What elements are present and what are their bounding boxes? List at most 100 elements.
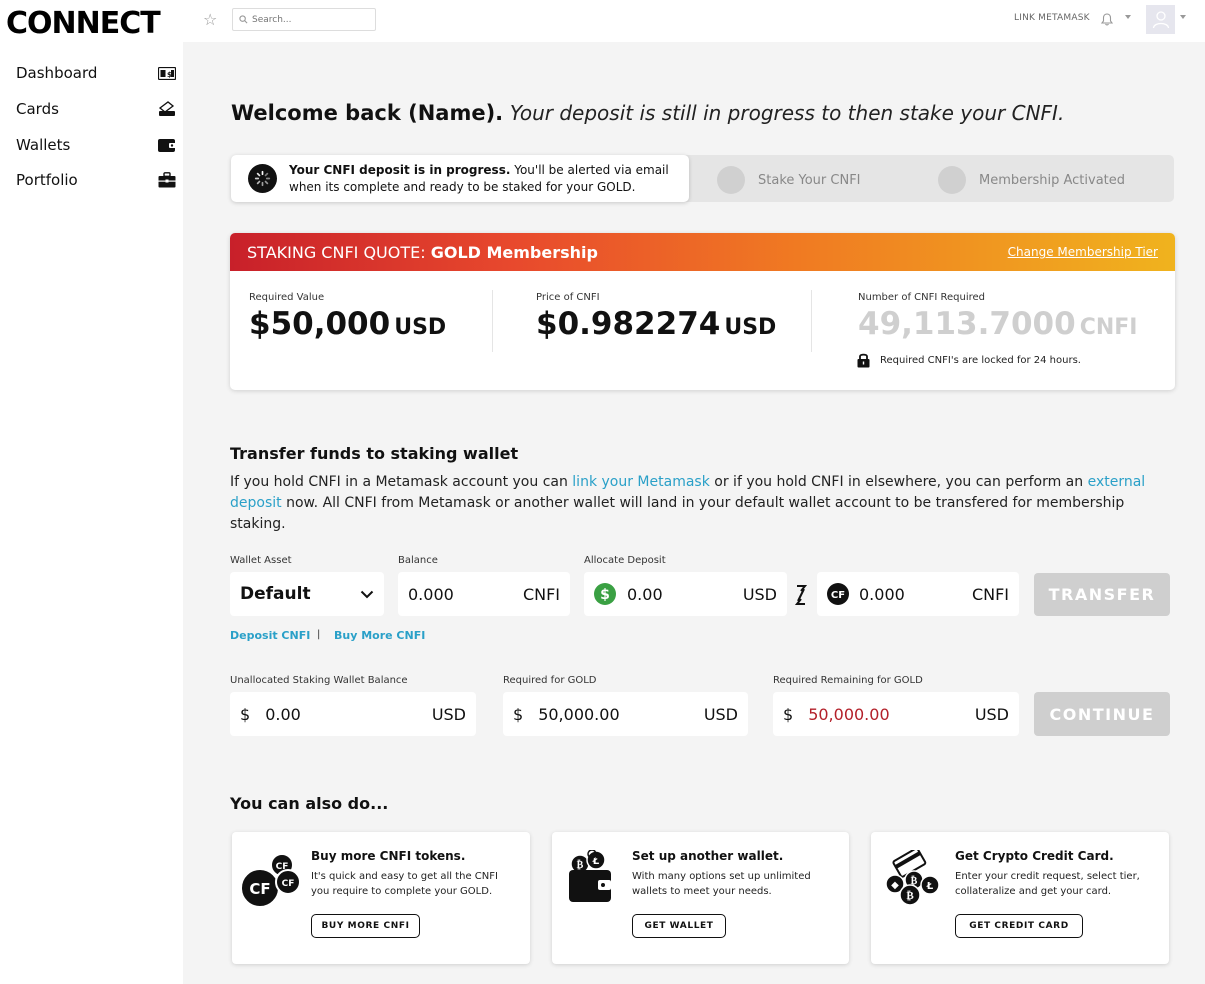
sidebar-item-label: Cards [16, 100, 59, 118]
welcome-subtitle: Your deposit is still in progress to the… [509, 101, 1065, 125]
portfolio-icon [158, 172, 176, 188]
svg-text:CF: CF [282, 879, 295, 889]
deposit-cnfi-link[interactable]: Deposit CNFI [230, 629, 311, 642]
divider [492, 290, 493, 352]
svg-text:CF: CF [249, 880, 270, 898]
transfer-description: If you hold CNFI in a Metamask account y… [230, 474, 1146, 532]
price-block: Price of CNFI $0.982274 USD [536, 292, 776, 342]
lock-icon [857, 353, 870, 368]
get-credit-card-button[interactable]: GET CREDIT CARD [955, 914, 1083, 938]
card-title: Get Crypto Credit Card. [955, 849, 1114, 863]
svg-text:Ł: Ł [592, 856, 600, 867]
cnfi-coin-icon: CF [827, 583, 849, 605]
wallet-card: ₿ Ł Set up another wallet. With many opti… [552, 832, 849, 964]
card-description: It's quick and easy to get all the CNFI … [311, 871, 498, 897]
search-input[interactable] [252, 14, 362, 25]
chevron-down-icon[interactable] [1180, 15, 1186, 19]
external-deposit-link[interactable]: external deposit [230, 474, 1146, 511]
chevron-down-icon[interactable] [1125, 15, 1131, 19]
sidebar: CONNECT Dashboard $ Cards Wallets Portfo… [0, 0, 183, 984]
required-value-block: Required Value $50,000 USD [249, 292, 446, 342]
unallocated-balance-label: Unallocated Staking Wallet Balance [230, 675, 408, 686]
svg-text:CF: CF [831, 590, 845, 601]
cards-icon [158, 101, 176, 117]
wallet-asset-label: Wallet Asset [230, 555, 292, 566]
progress-step-stake: Stake Your CNFI [717, 166, 861, 194]
step-indicator [717, 166, 745, 194]
swap-icon[interactable] [794, 584, 808, 610]
remaining-gold-label: Required Remaining for GOLD [773, 675, 923, 686]
sidebar-item-label: Portfolio [16, 171, 78, 189]
brand-logo[interactable]: CONNECT [6, 6, 161, 41]
price-value: $0.982274 USD [536, 306, 777, 342]
credit-card-card: ◆ ₿ Ł ₿ Get Crypto Credit Card. Enter your … [871, 832, 1169, 964]
divider [811, 290, 812, 352]
progress-step-deposit: Your CNFI deposit is in progress. You'll… [231, 155, 689, 202]
staking-quote-card: STAKING CNFI QUOTE: GOLD Membership Chan… [230, 233, 1175, 390]
chevron-down-icon [360, 590, 374, 598]
crypto-card-icon: ◆ ₿ Ł ₿ [884, 847, 940, 910]
bell-icon[interactable] [1100, 11, 1114, 30]
progress-step-membership: Membership Activated [938, 166, 1125, 194]
dashboard-icon: $ [158, 65, 176, 81]
allocate-deposit-label: Allocate Deposit [584, 555, 666, 566]
allocate-cnfi-input[interactable]: CF 0.000 CNFI [817, 572, 1019, 616]
link-metamask-button[interactable]: LINK METAMASK [1014, 13, 1090, 23]
page-title: Welcome back (Name). Your deposit is sti… [231, 101, 1064, 125]
balance-label: Balance [398, 555, 438, 566]
buy-more-cnfi-button[interactable]: BUY MORE CNFI [311, 914, 420, 938]
card-title: Set up another wallet. [632, 849, 784, 863]
card-description: With many options set up unlimited walle… [632, 871, 811, 897]
step-label: Stake Your CNFI [758, 172, 861, 188]
svg-text:₿: ₿ [577, 859, 584, 871]
unallocated-balance-field: $ 0.00 USD [230, 692, 476, 736]
dollar-coin-icon: $ [594, 583, 616, 605]
svg-text:₿: ₿ [911, 875, 918, 887]
cnfi-required-block: Number of CNFI Required 49,113.7000 CNFI [858, 292, 1137, 342]
cnfi-required-value: 49,113.7000 CNFI [858, 306, 1138, 342]
get-wallet-button[interactable]: GET WALLET [632, 914, 726, 938]
change-membership-tier-link[interactable]: Change Membership Tier [1007, 245, 1158, 259]
wallet-asset-select[interactable]: Default [230, 572, 384, 616]
star-icon[interactable]: ☆ [203, 10, 218, 29]
search-box[interactable] [232, 8, 376, 31]
price-label: Price of CNFI [536, 292, 600, 303]
sidebar-item-label: Wallets [16, 136, 71, 154]
step-label: Membership Activated [979, 172, 1126, 188]
welcome-bold: Welcome back (Name). [231, 101, 504, 125]
transfer-section-title: Transfer funds to staking wallet [230, 444, 519, 463]
also-section-title: You can also do... [230, 794, 389, 813]
required-gold-label: Required for GOLD [503, 675, 597, 686]
svg-text:$: $ [600, 587, 610, 603]
sidebar-item-portfolio[interactable]: Portfolio [16, 168, 176, 192]
lock-note: Required CNFI's are locked for 24 hours. [857, 352, 1081, 368]
allocate-usd-input[interactable]: $ 0.00 USD [584, 572, 787, 616]
svg-text:Ł: Ł [926, 881, 934, 892]
link-metamask-link[interactable]: link your Metamask [572, 474, 710, 490]
svg-text:◆: ◆ [891, 880, 899, 891]
progress-message: Your CNFI deposit is in progress. You'll… [289, 162, 669, 194]
continue-button[interactable]: CONTINUE [1034, 692, 1170, 736]
top-bar: ☆ LINK METAMASK [183, 0, 1205, 42]
required-value: $50,000 USD [249, 306, 447, 342]
transfer-button[interactable]: TRANSFER [1034, 573, 1170, 616]
crypto-wallet-icon: ₿ Ł [568, 849, 613, 908]
loading-spinner-icon [248, 164, 277, 193]
remaining-gold-field: $ 50,000.00 USD [773, 692, 1019, 736]
sidebar-item-wallets[interactable]: Wallets [16, 133, 176, 157]
required-gold-field: $ 50,000.00 USD [503, 692, 748, 736]
avatar[interactable] [1146, 5, 1175, 34]
cnfi-required-label: Number of CNFI Required [858, 292, 986, 303]
buy-cnfi-card: CF CF CF Buy more CNFI tokens. It's quick … [232, 832, 530, 964]
sidebar-item-label: Dashboard [16, 64, 98, 82]
wallet-icon [158, 137, 176, 153]
buy-more-cnfi-link[interactable]: Buy More CNFI [334, 629, 426, 642]
required-value-label: Required Value [249, 292, 325, 303]
sidebar-item-dashboard[interactable]: Dashboard $ [16, 61, 176, 85]
card-description: Enter your credit request, select tier, … [955, 871, 1140, 897]
sidebar-item-cards[interactable]: Cards [16, 97, 176, 121]
card-title: Buy more CNFI tokens. [311, 849, 466, 863]
quote-title: STAKING CNFI QUOTE: GOLD Membership [247, 242, 598, 262]
search-icon [239, 15, 248, 24]
svg-text:$: $ [167, 71, 172, 79]
